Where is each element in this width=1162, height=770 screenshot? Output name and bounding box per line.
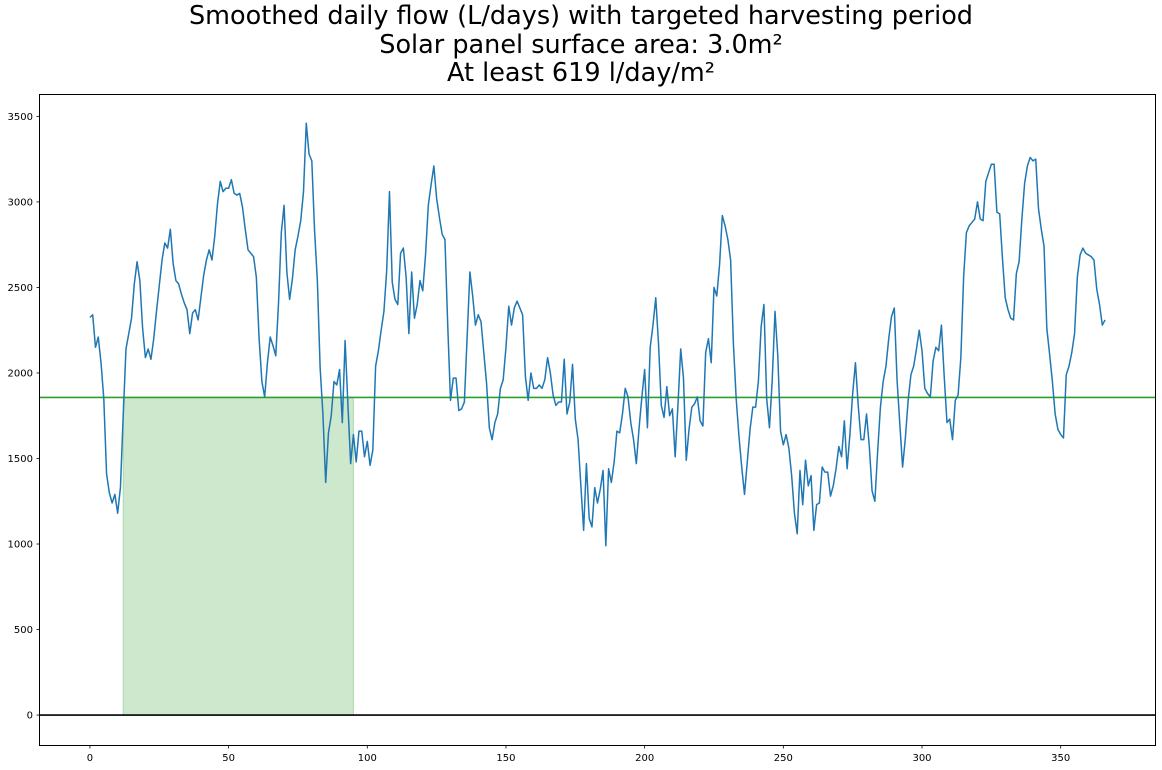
y-tick-label: 500 xyxy=(14,625,33,636)
y-tick-label: 3000 xyxy=(8,197,33,208)
series-line-0 xyxy=(89,122,1106,547)
reference-lines-layer xyxy=(40,396,1155,716)
y-tick-label: 1500 xyxy=(8,454,33,465)
y-tick-label: 0 xyxy=(27,711,33,722)
x-axis: 0 50 100 150 200 250 300 350 xyxy=(87,745,1070,764)
x-tick-label: 300 xyxy=(912,753,931,764)
x-tick-label: 100 xyxy=(358,753,377,764)
x-tick-label: 250 xyxy=(774,753,793,764)
chart-title-line-3: At least 619 l/day/m² xyxy=(447,58,715,88)
y-tick-label: 2000 xyxy=(8,368,33,379)
y-axis: 0 500 1000 1500 2000 2500 3000 3500 xyxy=(8,112,40,722)
y-tick-label: 2500 xyxy=(8,283,33,294)
x-tick-label: 150 xyxy=(496,753,515,764)
chart-title: Smoothed daily flow (L/days) with target… xyxy=(0,2,1162,88)
y-tick-label: 1000 xyxy=(8,540,33,551)
plot-frame xyxy=(39,94,1156,746)
chart-title-line-1: Smoothed daily flow (L/days) with target… xyxy=(189,1,973,31)
series-layer xyxy=(89,122,1106,547)
x-tick-label: 50 xyxy=(222,753,235,764)
chart-title-line-2: Solar panel surface area: 3.0m² xyxy=(379,29,783,60)
x-tick-label: 350 xyxy=(1051,753,1070,764)
harvest-period-fill xyxy=(122,396,354,716)
y-tick-label: 3500 xyxy=(8,112,33,123)
harvest-period-layer xyxy=(122,396,354,716)
x-tick-label: 200 xyxy=(635,753,654,764)
x-tick-label: 0 xyxy=(87,753,93,764)
